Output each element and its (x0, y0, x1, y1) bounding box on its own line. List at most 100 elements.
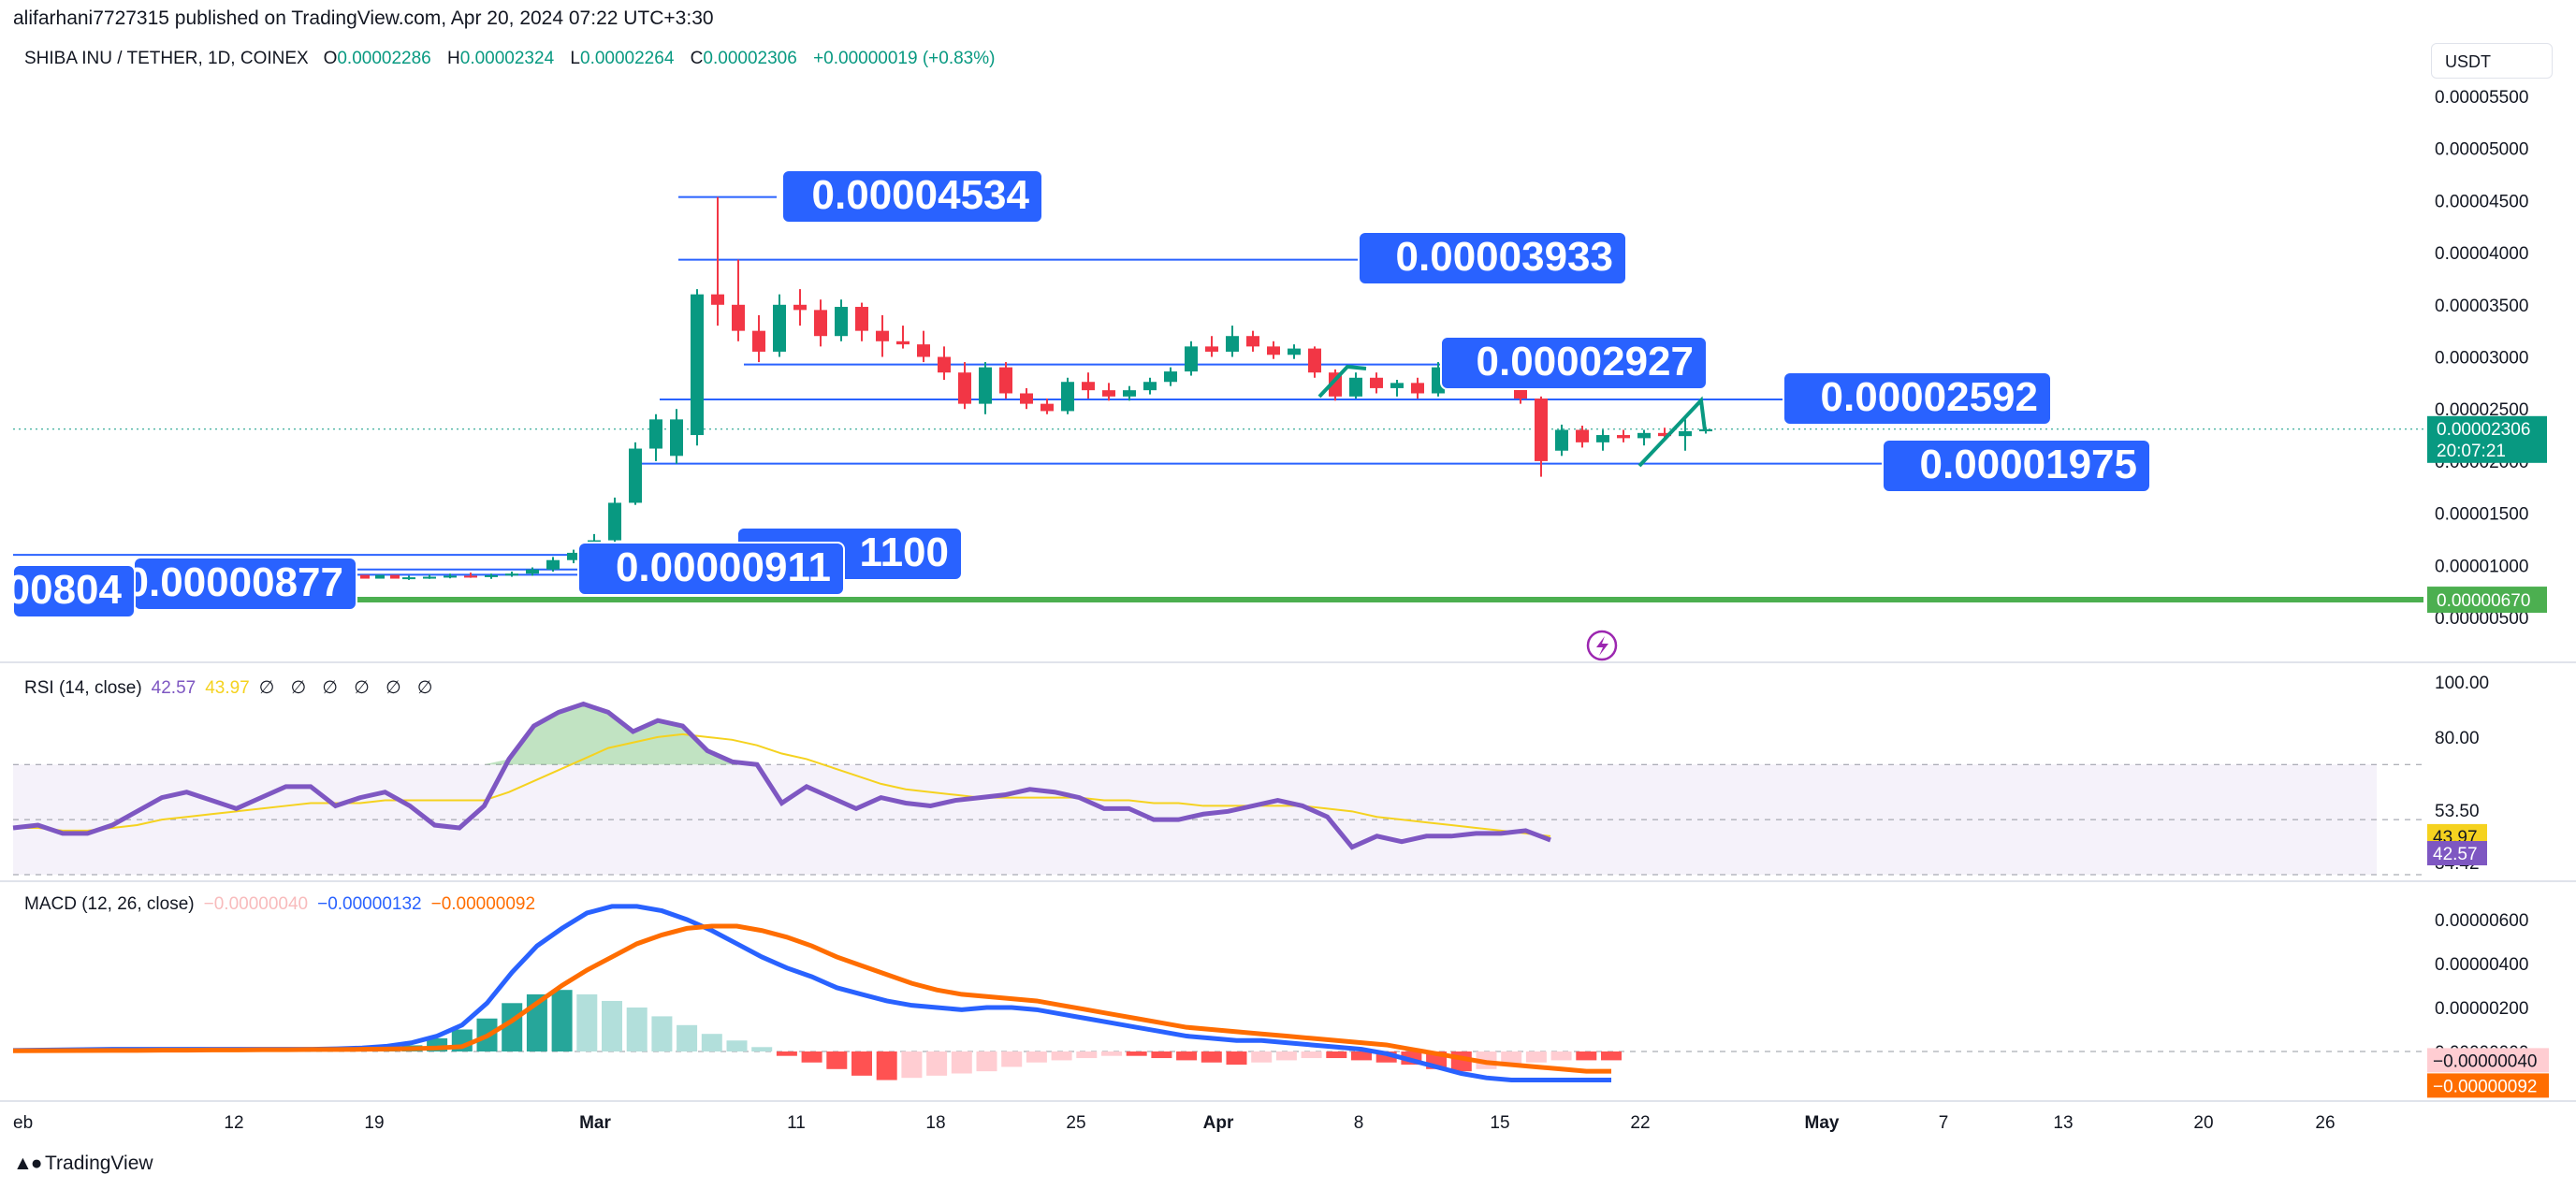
macd-histogram-bar (1301, 1051, 1322, 1059)
projection-arrow (1637, 396, 1707, 468)
open-value: 0.00002286 (337, 49, 431, 68)
macd-signal-tag-value: −0.00000092 (2433, 1077, 2537, 1096)
signal-line (12, 923, 1611, 1074)
price-annotation-label: 0.00001975 (1920, 442, 2137, 487)
time-tick-label: May (1805, 1113, 1840, 1133)
time-tick-label: 25 (1066, 1113, 1085, 1133)
macd-histogram-bar (826, 1051, 848, 1069)
macd-histogram-bar (1001, 1051, 1023, 1067)
candle-body (1164, 371, 1177, 383)
macd-histogram-bar (1375, 1051, 1397, 1063)
macd-histogram-bar (1351, 1051, 1372, 1061)
macd-histogram-bar (677, 1024, 698, 1051)
macd-histogram-bar (951, 1051, 972, 1074)
candle-body (876, 330, 889, 341)
rsi-line (12, 701, 1551, 850)
price-annotation-box (1358, 231, 1627, 285)
macd-histogram-bar (551, 990, 573, 1051)
macd-signal-tag (2427, 1073, 2549, 1098)
rsi-tick-label: 100.00 (2435, 674, 2489, 693)
close-label: C (690, 49, 704, 68)
candle-body (855, 307, 868, 331)
macd-histogram-bar (1151, 1051, 1172, 1059)
candle-body (917, 344, 930, 357)
candle-body (1267, 346, 1280, 355)
macd-histogram-bar (1251, 1051, 1273, 1063)
candle-body (402, 577, 415, 580)
candle-body (958, 372, 971, 404)
candle-body (1596, 435, 1609, 442)
rsi-tick-label: 80.00 (2435, 729, 2480, 748)
time-tick-label: 19 (364, 1113, 384, 1133)
macd-histogram-bar (1501, 1051, 1522, 1066)
candle-body (835, 307, 848, 337)
macd-histogram-bar (626, 1008, 648, 1051)
macd-histogram-bar (776, 1051, 797, 1056)
brand-footer[interactable]: ▲● TradingView (13, 1153, 153, 1175)
price-annotation-label: 0.00002592 (1821, 374, 2038, 420)
rsi-tag-value: 42.57 (2433, 845, 2478, 864)
price-annotation-label: 0.00002927 (1477, 339, 1694, 384)
candle-body (360, 574, 370, 579)
candle-body (1349, 377, 1362, 397)
macd-histogram-bar (976, 1051, 997, 1072)
candle-body (1390, 383, 1404, 388)
candle-body (629, 448, 642, 503)
support-price-tag (2427, 587, 2547, 614)
rsi-legend-extra: ∅ ∅ ∅ ∅ ∅ ∅ (258, 678, 439, 698)
macd-histogram-bar (1550, 1051, 1572, 1061)
tradingview-logo-icon: ▲● (13, 1153, 42, 1174)
price-tick-label: 0.00001000 (2435, 557, 2528, 576)
price-tick-label: 0.00004500 (2435, 192, 2528, 211)
candle-body (999, 367, 1012, 394)
candle-body (1576, 429, 1589, 442)
change-value: +0.00000019 (+0.83%) (813, 49, 996, 68)
price-annotation-label: 0.00000877 (126, 559, 343, 605)
candle-body (464, 575, 477, 578)
price-annotation-box (1440, 336, 1708, 390)
open-label: O (323, 49, 338, 68)
macd-histogram-bar (602, 1000, 622, 1051)
time-tick-label: 20 (2193, 1113, 2213, 1133)
last-price-value: 0.00002306 (2437, 420, 2530, 440)
candle-body (1288, 348, 1301, 355)
candle-body (711, 294, 724, 305)
candle-body (505, 573, 518, 576)
candle-body (1123, 390, 1136, 397)
price-tick-label: 0.00005500 (2435, 88, 2528, 108)
time-tick-label: 22 (1630, 1113, 1650, 1133)
candle-body (670, 419, 683, 457)
macd-histogram-bar (1026, 1051, 1047, 1063)
candle-body (444, 575, 457, 578)
price-tick-label: 0.00003000 (2435, 349, 2528, 369)
candle-body (1205, 346, 1218, 352)
macd-signal-legend: −0.00000092 (430, 894, 536, 914)
price-annotation-label: 1100 (860, 529, 949, 575)
time-tick-label: 26 (2315, 1113, 2335, 1133)
macd-histogram-bar (1051, 1051, 1072, 1061)
candle-body (793, 304, 807, 311)
macd-histogram-bar (901, 1051, 923, 1079)
rsi-ma-legend-value: 43.97 (205, 678, 250, 698)
candle-body (546, 559, 560, 570)
rsi-tag (2427, 841, 2487, 866)
symbol-name: SHIBA INU / TETHER, 1D, COINEX (24, 49, 309, 68)
candle-body (608, 502, 621, 541)
macd-hist-legend: −0.00000040 (203, 894, 309, 914)
macd-histogram-bar (701, 1034, 722, 1051)
brand-name: TradingView (45, 1153, 153, 1174)
candle-body (773, 304, 786, 352)
candle-body (1020, 393, 1033, 404)
support-price-value: 0.00000670 (2437, 591, 2530, 611)
macd-legend: MACD (12, 26, close) −0.00000040 −0.000001… (24, 894, 535, 915)
high-value: 0.00002324 (459, 49, 555, 68)
macd-histogram-bar (1076, 1051, 1098, 1059)
candle-body (814, 310, 827, 337)
candle-body (1617, 435, 1630, 439)
candle-body (1308, 348, 1321, 373)
macd-histogram-bar (1326, 1051, 1347, 1059)
candle-body (1411, 383, 1424, 394)
currency-button[interactable]: USDT (2431, 43, 2553, 79)
price-tick-label: 0.00004000 (2435, 244, 2528, 264)
